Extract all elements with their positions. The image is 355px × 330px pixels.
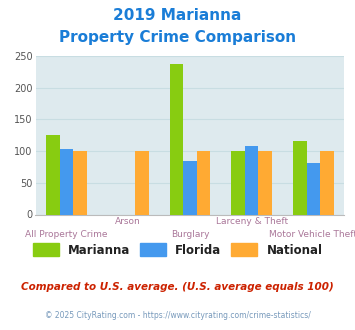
Bar: [46, 135, 60, 214]
Bar: [293, 141, 307, 214]
Bar: [60, 149, 73, 214]
Bar: [231, 151, 245, 214]
Text: 2019 Marianna: 2019 Marianna: [113, 8, 242, 23]
Bar: [183, 161, 197, 215]
Text: All Property Crime: All Property Crime: [25, 230, 108, 239]
Bar: [258, 151, 272, 214]
Text: Compared to U.S. average. (U.S. average equals 100): Compared to U.S. average. (U.S. average …: [21, 282, 334, 292]
Bar: [73, 151, 87, 214]
Bar: [320, 151, 334, 214]
Bar: [245, 146, 258, 214]
Text: Property Crime Comparison: Property Crime Comparison: [59, 30, 296, 45]
Text: Motor Vehicle Theft: Motor Vehicle Theft: [269, 230, 355, 239]
Bar: [135, 151, 148, 214]
Text: © 2025 CityRating.com - https://www.cityrating.com/crime-statistics/: © 2025 CityRating.com - https://www.city…: [45, 311, 310, 320]
Bar: [197, 151, 210, 214]
Bar: [170, 64, 183, 214]
Bar: [307, 163, 320, 214]
Legend: Marianna, Florida, National: Marianna, Florida, National: [28, 239, 327, 261]
Text: Burglary: Burglary: [171, 230, 209, 239]
